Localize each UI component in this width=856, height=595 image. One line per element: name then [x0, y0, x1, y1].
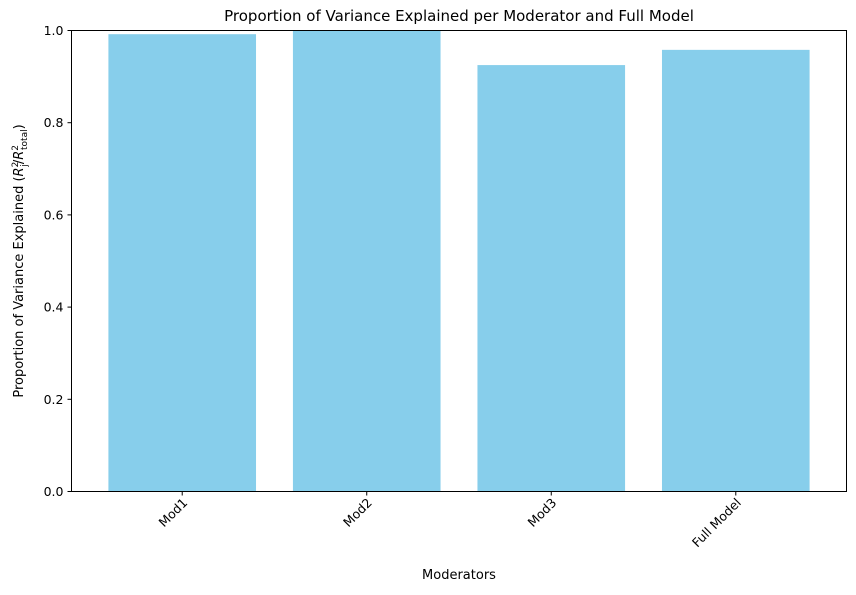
bar-mod3	[477, 65, 626, 492]
x-tick-label: Mod2	[340, 495, 375, 530]
bars-group	[108, 30, 810, 492]
y-tick-label: 0.8	[44, 115, 64, 130]
y-ticks-group: 0.0 0.2 0.4 0.6 0.8 1.0	[44, 23, 72, 499]
bar-mod1	[108, 34, 257, 492]
x-tick-label: Full Model	[689, 495, 744, 550]
y-tick-label: 1.0	[44, 23, 64, 38]
chart-title: Proportion of Variance Explained per Mod…	[224, 7, 694, 25]
y-tick-label: 0.0	[44, 484, 64, 499]
x-ticks-group: Mod1 Mod2 Mod3 Full Model	[155, 491, 744, 550]
y-tick-label: 0.2	[44, 392, 64, 407]
y-axis-label: Proportion of Variance Explained (R2j/R2…	[11, 124, 30, 397]
bar-full-model	[661, 49, 810, 492]
x-axis-label: Moderators	[422, 568, 496, 583]
y-tick-label: 0.6	[44, 207, 64, 222]
x-tick-label: Mod3	[525, 495, 560, 530]
x-tick-label: Mod1	[155, 495, 190, 530]
plot-frame	[71, 30, 847, 492]
bar-mod2	[292, 30, 441, 492]
y-tick-label: 0.4	[44, 300, 64, 315]
